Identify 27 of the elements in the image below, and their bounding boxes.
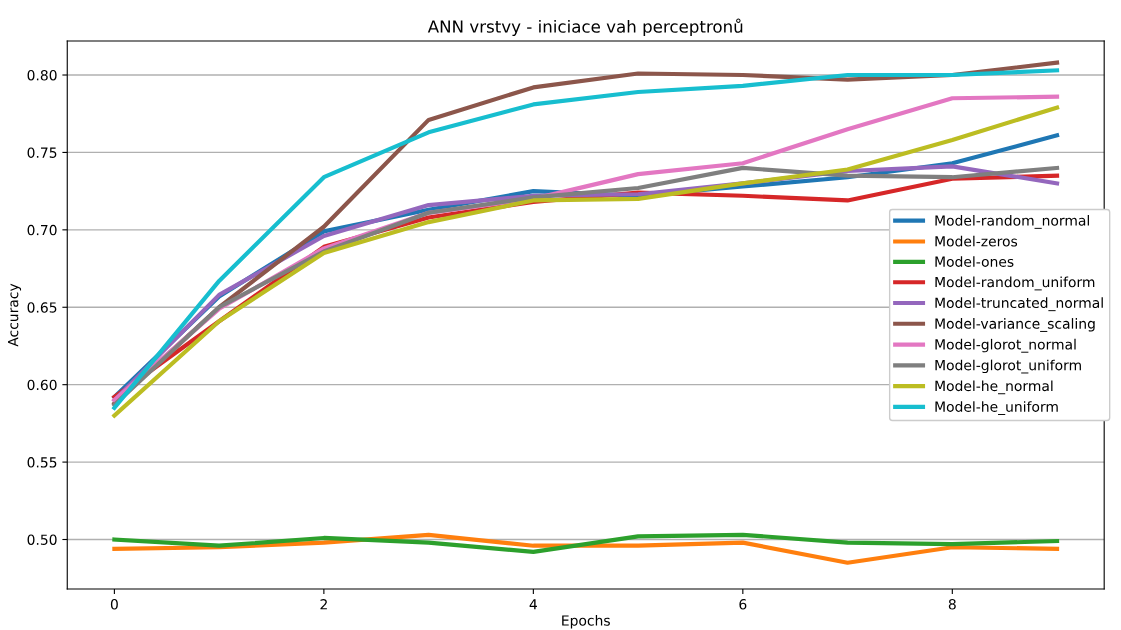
x-tick-label: 4 xyxy=(529,599,537,610)
legend-label: Model-truncated_normal xyxy=(935,297,1103,312)
y-tick-label: 0.65 xyxy=(27,302,57,313)
y-tick-label: 0.70 xyxy=(27,224,57,236)
y-tick-label: 0.60 xyxy=(27,379,57,391)
x-tick-label: 2 xyxy=(320,599,327,610)
legend-label: Model-zeros xyxy=(935,235,1018,247)
y-tick-label: 0.80 xyxy=(27,69,57,81)
y-tick-label: 0.50 xyxy=(27,534,57,545)
line-series xyxy=(112,532,1060,565)
x-tick-label: 8 xyxy=(948,599,956,610)
y-tick-label: 0.75 xyxy=(27,147,57,158)
legend-label: Model-variance_scaling xyxy=(935,318,1095,332)
y-axis-title: Accuracy xyxy=(8,283,22,347)
legend-label: Model-random_uniform xyxy=(935,276,1095,291)
legend-label: Model-he_normal xyxy=(935,380,1053,395)
x-axis-title: Epochs xyxy=(562,614,610,629)
legend-label: Model-glorot_normal xyxy=(935,338,1076,353)
legend-label: Model-ones xyxy=(935,256,1014,267)
x-tick-label: 0 xyxy=(110,599,118,610)
line-series xyxy=(112,532,1060,554)
x-tick-label: 6 xyxy=(739,599,747,610)
legend-label: Model-random_normal xyxy=(935,215,1089,229)
legend-label: Model-glorot_uniform xyxy=(935,359,1081,374)
chart-title: ANN vrstvy - iniciace vah perceptronů xyxy=(427,18,743,37)
legend-label: Model-he_uniform xyxy=(935,401,1058,415)
y-tick-label: 0.55 xyxy=(27,457,57,468)
